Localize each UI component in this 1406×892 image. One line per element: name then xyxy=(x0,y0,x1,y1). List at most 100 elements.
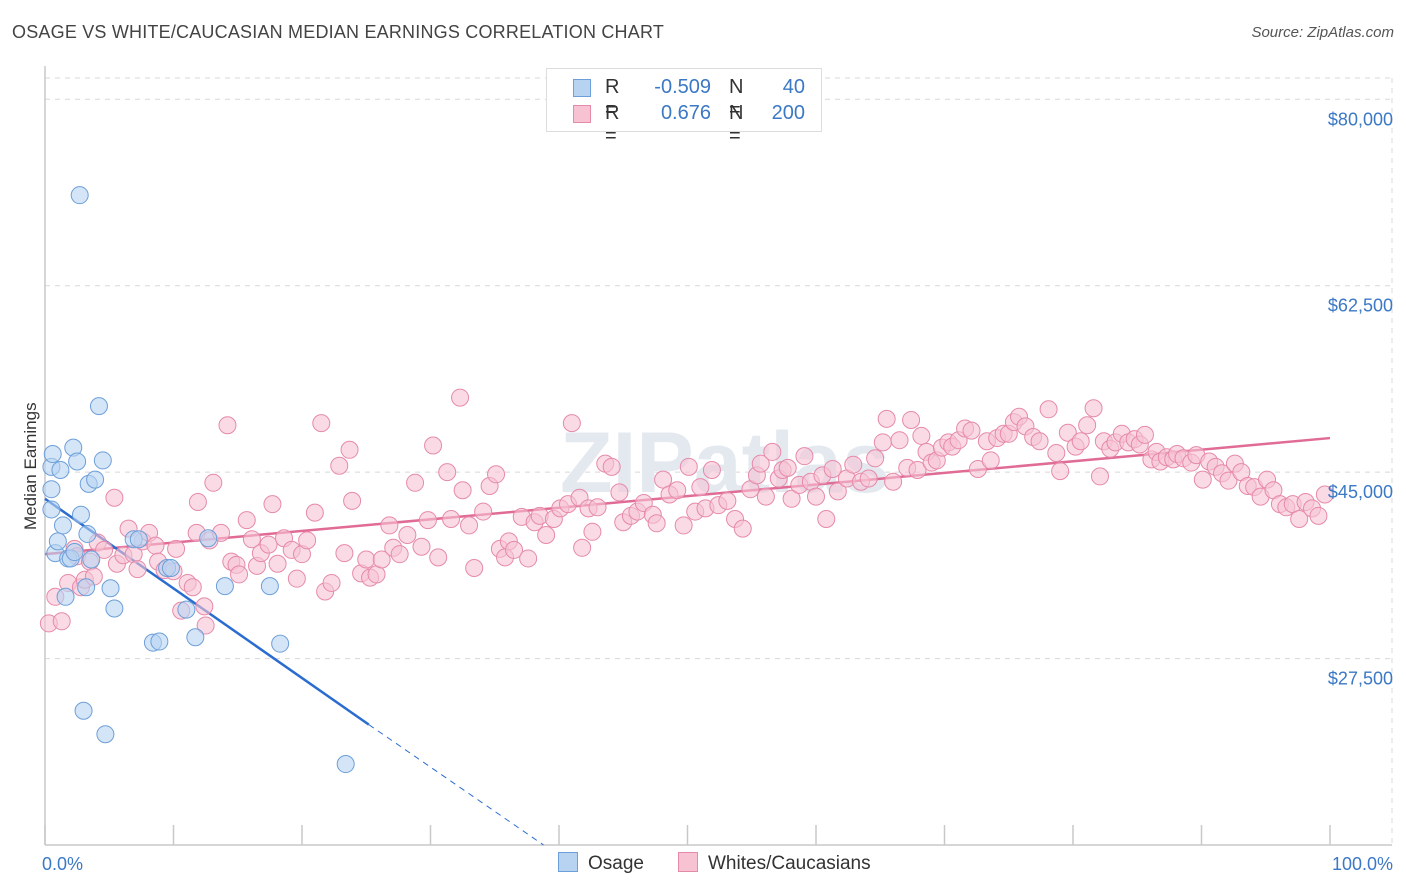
osage-point xyxy=(53,516,72,535)
white-point xyxy=(429,548,448,567)
white-point xyxy=(1071,432,1090,451)
white-point xyxy=(795,447,814,466)
white-point xyxy=(1039,400,1058,419)
osage-legend-swatch xyxy=(558,852,578,872)
white-point xyxy=(1051,462,1070,481)
white-point xyxy=(330,456,349,475)
osage-trend-extension xyxy=(368,724,544,846)
osage-point xyxy=(78,524,97,543)
white-point xyxy=(287,569,306,588)
white-point xyxy=(962,421,981,440)
white-point xyxy=(105,488,124,507)
n-label: N = xyxy=(729,102,744,147)
white-point xyxy=(183,578,202,597)
r-value: -0.509 xyxy=(654,76,711,98)
white-point xyxy=(372,550,391,569)
osage-point xyxy=(89,397,108,416)
white-point xyxy=(242,530,261,549)
white-point xyxy=(751,454,770,473)
white-point xyxy=(679,457,698,476)
white-point xyxy=(398,526,417,545)
osage-point xyxy=(161,559,180,578)
white-point xyxy=(828,482,847,501)
white-point xyxy=(424,436,443,455)
white-point xyxy=(654,470,673,489)
white-point xyxy=(298,531,317,550)
white-point xyxy=(1315,485,1334,504)
osage-point xyxy=(105,599,124,618)
white-point xyxy=(237,511,256,530)
whites-swatch xyxy=(573,105,591,123)
n-value: 200 xyxy=(771,102,805,124)
white-point xyxy=(465,559,484,578)
white-point xyxy=(259,535,278,554)
y-tick-label: $27,500 xyxy=(1328,669,1393,689)
white-point xyxy=(733,519,752,538)
white-point xyxy=(817,510,836,529)
data-points xyxy=(39,186,1334,774)
white-point xyxy=(406,473,425,492)
x-tick-label: 100.0% xyxy=(1332,854,1393,874)
white-point xyxy=(146,536,165,555)
white-point xyxy=(230,565,249,584)
osage-point xyxy=(96,725,115,744)
white-point xyxy=(1219,471,1238,490)
white-point xyxy=(866,449,885,468)
white-point xyxy=(884,472,903,491)
y-tick-label: $62,500 xyxy=(1328,296,1393,316)
white-point xyxy=(877,409,896,428)
white-point xyxy=(763,442,782,461)
white-point xyxy=(844,455,863,474)
bottom-legend-osage: Osage xyxy=(558,852,644,875)
white-point xyxy=(357,550,376,569)
white-point xyxy=(451,388,470,407)
white-point xyxy=(519,549,538,568)
white-point xyxy=(474,502,493,521)
osage-point xyxy=(199,529,218,548)
correlation-legend: R = -0.509 N = 40 R = 0.676 N = 200 xyxy=(546,68,822,147)
white-point xyxy=(340,440,359,459)
white-point xyxy=(912,426,931,445)
white-point xyxy=(807,487,825,506)
whites-legend-swatch xyxy=(678,852,698,872)
white-point xyxy=(1078,416,1097,435)
white-point xyxy=(902,410,921,429)
white-point xyxy=(412,537,431,556)
white-point xyxy=(1290,510,1309,529)
white-point xyxy=(196,616,215,635)
white-point xyxy=(453,481,472,500)
osage-point xyxy=(177,600,196,619)
white-point xyxy=(195,597,214,616)
white-point xyxy=(674,516,693,535)
osage-point xyxy=(271,634,290,653)
white-point xyxy=(1058,423,1077,442)
white-point xyxy=(668,481,687,500)
osage-point xyxy=(129,530,148,549)
white-point xyxy=(390,545,409,564)
osage-point xyxy=(71,505,90,524)
white-point xyxy=(460,516,479,535)
white-point xyxy=(204,473,223,492)
x-tick-label: 0.0% xyxy=(42,854,83,874)
white-point xyxy=(418,511,437,530)
osage-point xyxy=(86,470,105,489)
white-point xyxy=(573,538,592,557)
osage-point xyxy=(70,186,89,205)
y-axis-title: Median Earnings xyxy=(21,402,40,530)
r-label: R = xyxy=(605,102,620,147)
white-point xyxy=(873,433,892,452)
osage-point xyxy=(77,578,96,597)
white-point xyxy=(602,457,621,476)
white-point xyxy=(702,461,721,480)
osage-point xyxy=(101,579,120,598)
white-point xyxy=(890,431,909,450)
white-point xyxy=(442,510,461,529)
osage-swatch xyxy=(573,79,591,97)
white-point xyxy=(367,565,386,584)
white-point xyxy=(343,491,362,510)
white-point xyxy=(1309,506,1328,525)
white-point xyxy=(1084,399,1103,418)
osage-point xyxy=(42,480,61,499)
bottom-legend-whites: Whites/Caucasians xyxy=(678,852,871,875)
